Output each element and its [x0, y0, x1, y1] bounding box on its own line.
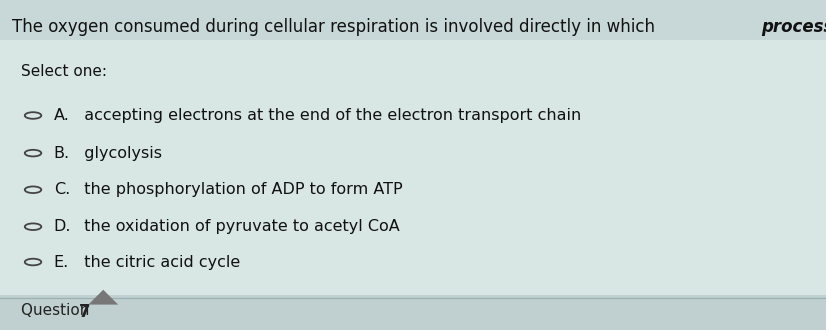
- Text: C.: C.: [54, 182, 70, 197]
- Text: Select one:: Select one:: [21, 64, 107, 79]
- Text: A.: A.: [54, 108, 69, 123]
- Polygon shape: [88, 290, 118, 305]
- Text: 7: 7: [78, 303, 90, 321]
- FancyBboxPatch shape: [0, 295, 826, 330]
- Text: D.: D.: [54, 219, 71, 234]
- Text: Question: Question: [21, 303, 94, 318]
- Text: the phosphorylation of ADP to form ATP: the phosphorylation of ADP to form ATP: [74, 182, 403, 197]
- Text: B.: B.: [54, 146, 70, 161]
- Text: The oxygen consumed during cellular respiration is involved directly in which: The oxygen consumed during cellular resp…: [12, 18, 661, 36]
- Text: the oxidation of pyruvate to acetyl CoA: the oxidation of pyruvate to acetyl CoA: [74, 219, 400, 234]
- Text: accepting electrons at the end of the electron transport chain: accepting electrons at the end of the el…: [74, 108, 582, 123]
- Text: glycolysis: glycolysis: [74, 146, 163, 161]
- Text: process or event?: process or event?: [761, 18, 826, 36]
- FancyBboxPatch shape: [0, 0, 826, 40]
- Text: E.: E.: [54, 255, 69, 270]
- Text: the citric acid cycle: the citric acid cycle: [74, 255, 240, 270]
